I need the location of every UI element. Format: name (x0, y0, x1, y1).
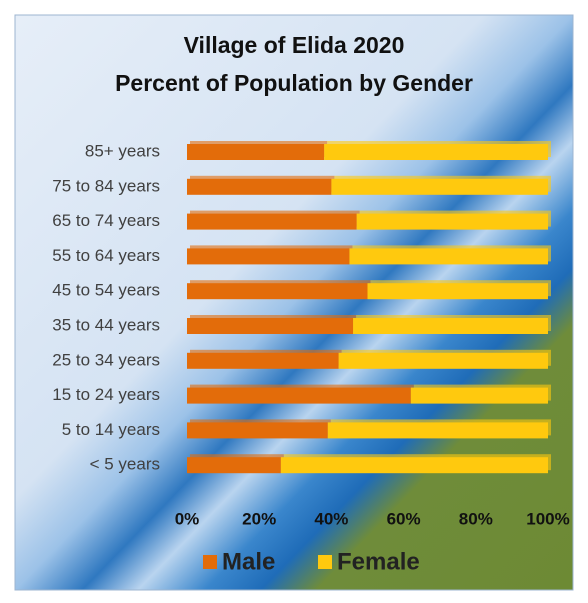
bar-segment (331, 178, 548, 195)
bar-segment (187, 422, 328, 439)
bar-segment (356, 213, 548, 230)
bar-segment (280, 457, 548, 474)
bar-segment (367, 283, 548, 300)
x-tick-label: 60% (387, 509, 421, 528)
bar-segment (324, 144, 548, 160)
bar-segment (187, 352, 339, 369)
bar-segment (187, 213, 357, 230)
y-tick-label: 55 to 64 years (52, 246, 160, 265)
y-tick-label: 5 to 14 years (62, 420, 160, 439)
x-tick-label: 40% (314, 509, 348, 528)
bar-segment (327, 422, 548, 439)
x-tick-label: 80% (459, 509, 493, 528)
bar-segment (187, 387, 411, 404)
bar-segment (338, 352, 548, 369)
y-tick-label: 85+ years (85, 141, 160, 160)
bar-segment (187, 248, 350, 265)
bar-segment (353, 318, 548, 334)
chart-title: Percent of Population by Gender (115, 70, 473, 96)
legend-label: Male (222, 548, 275, 575)
legend-swatch (318, 555, 332, 569)
x-tick-label: 0% (175, 509, 200, 528)
y-tick-label: 45 to 54 years (52, 281, 160, 300)
y-tick-label: 75 to 84 years (52, 176, 160, 195)
chart-title: Village of Elida 2020 (184, 32, 405, 58)
bar-segment (187, 283, 368, 300)
y-tick-label: 35 to 44 years (52, 315, 160, 334)
bar-segment (410, 387, 548, 404)
bar-segment (187, 318, 354, 334)
y-tick-label: 65 to 74 years (52, 211, 160, 230)
bar-segment (349, 248, 548, 265)
x-tick-label: 20% (242, 509, 276, 528)
legend-swatch (203, 555, 217, 569)
y-tick-label: 15 to 24 years (52, 385, 160, 404)
bar-segment (187, 178, 332, 195)
x-tick-label: 100% (526, 509, 569, 528)
y-tick-label: < 5 years (90, 455, 160, 474)
y-tick-label: 25 to 34 years (52, 350, 160, 369)
bar-segment (187, 457, 281, 474)
legend-label: Female (337, 548, 420, 575)
bar-segment (187, 144, 325, 160)
plot-background (14, 14, 574, 591)
